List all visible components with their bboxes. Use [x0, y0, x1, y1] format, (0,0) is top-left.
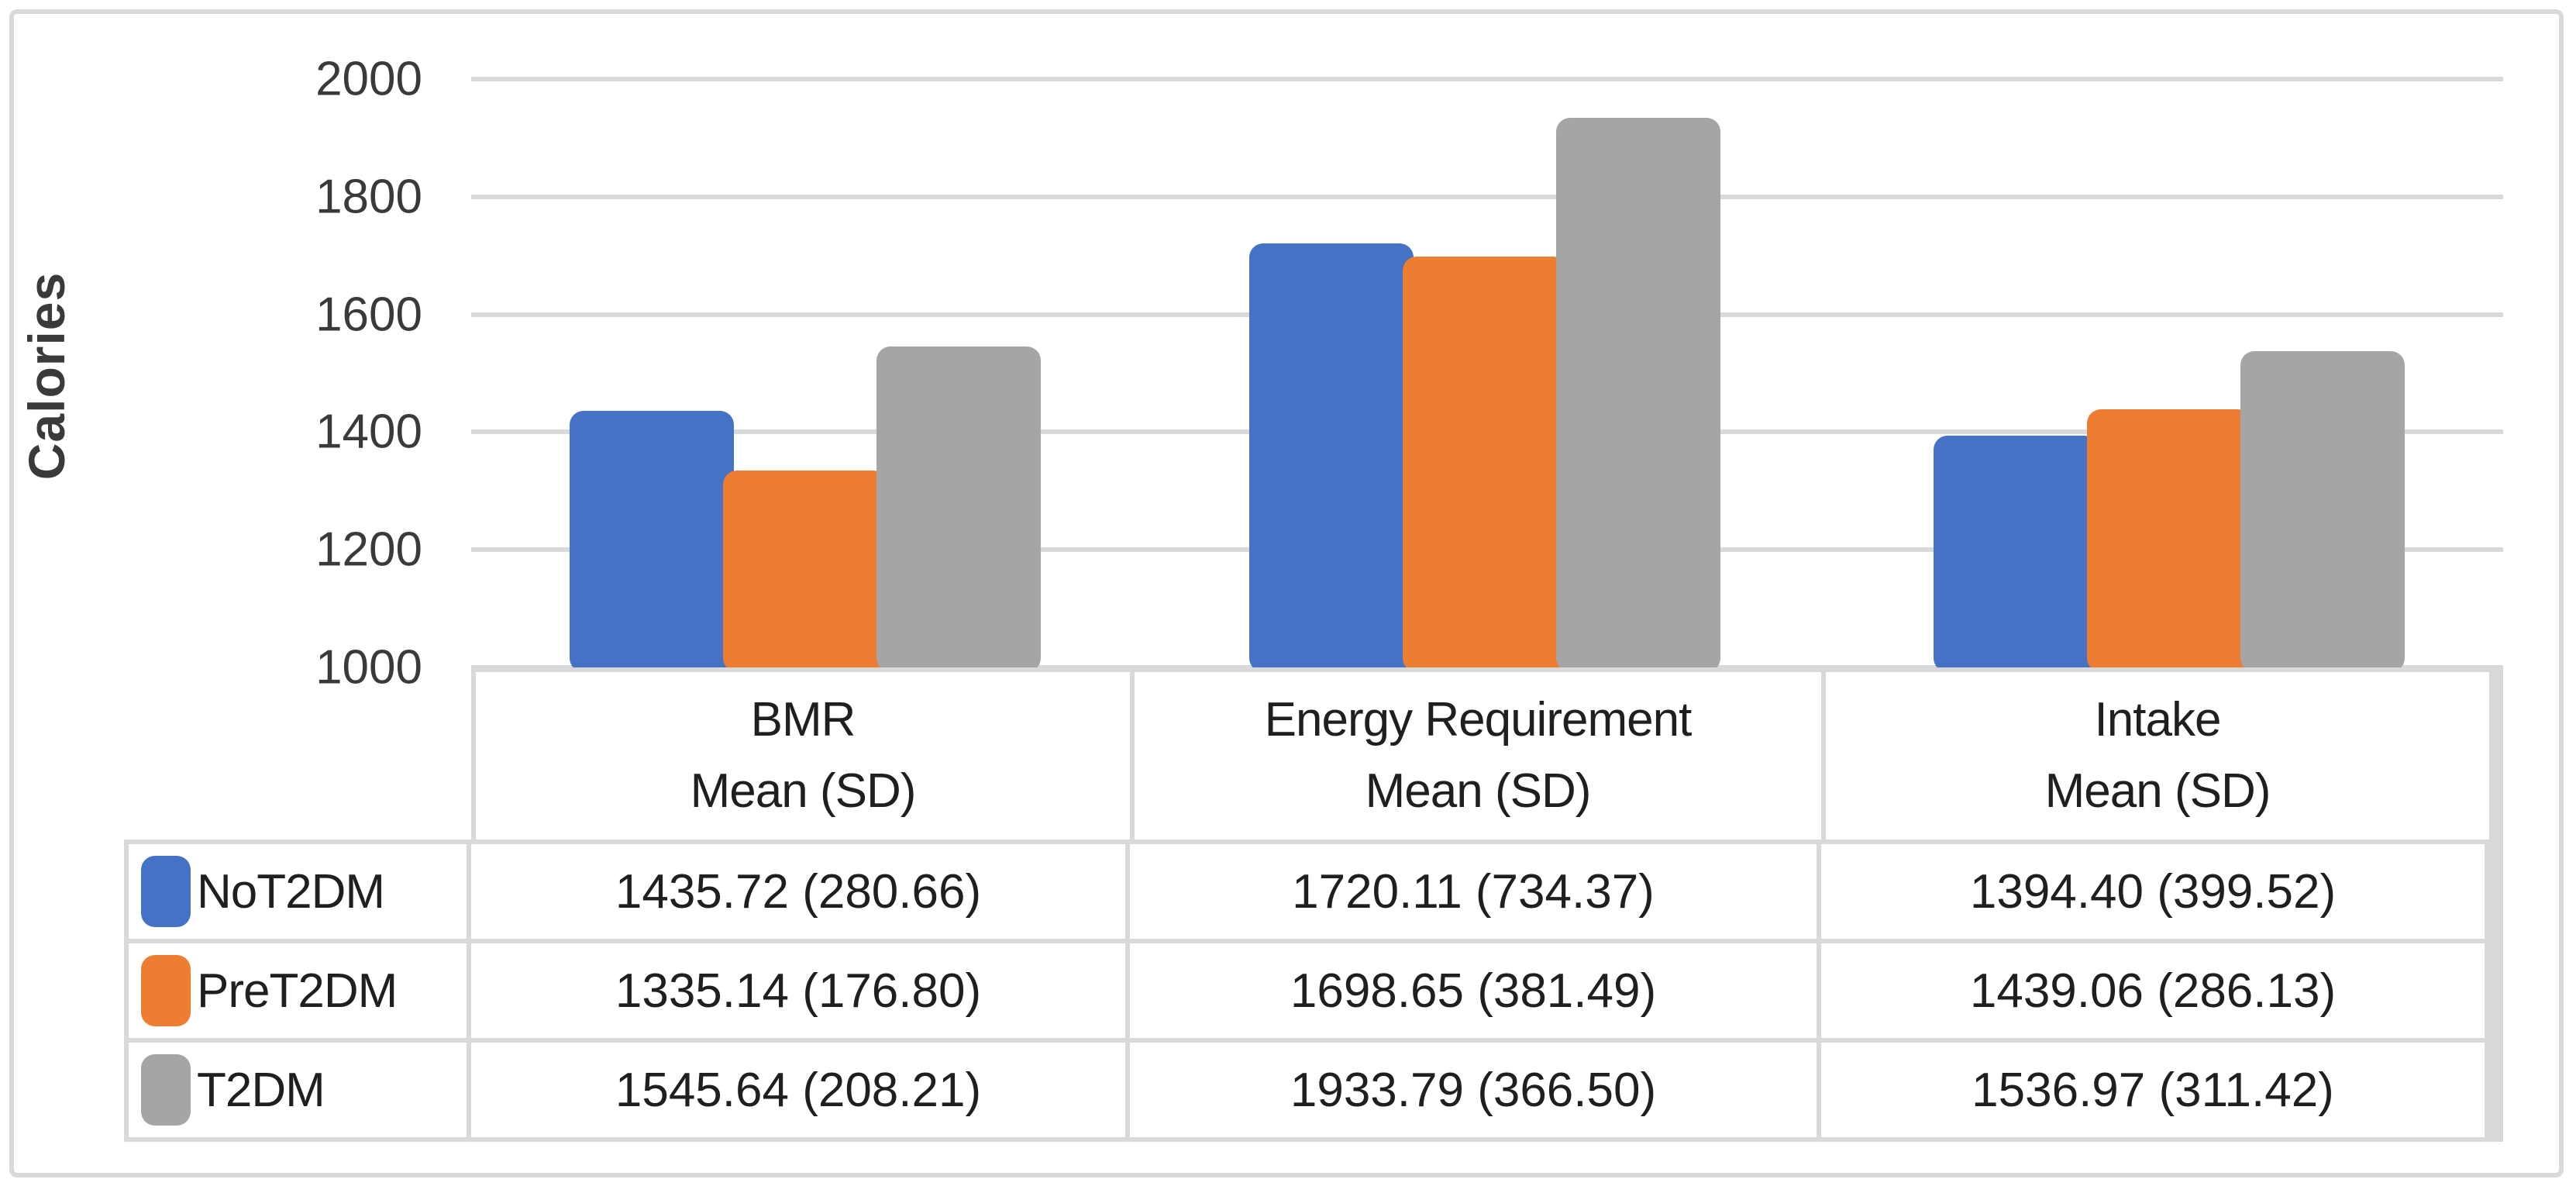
table-value-cell: 1545.64 (208.21) [471, 1043, 1125, 1137]
data-table-body: NoT2DM 1435.72 (280.66) 1720.11 (734.37) 13… [124, 840, 2503, 1142]
table-value-cell: 1933.79 (366.50) [1130, 1043, 1817, 1137]
bar-not2dm-intake [1934, 435, 2098, 672]
y-tick-label: 2000 [315, 52, 422, 106]
y-tick-label: 1200 [315, 522, 422, 577]
y-axis-title-text: Calories [18, 271, 75, 481]
legend-swatch-not2dm [141, 856, 191, 927]
legend-key-cell: T2DM [129, 1043, 467, 1137]
category-label: Energy Requirement [1264, 693, 1693, 746]
bar-t2dm-intake [2240, 351, 2405, 672]
bar-t2dm-energy-requirement [1556, 118, 1720, 672]
legend-key-cell: NoT2DM [129, 844, 467, 939]
category-sublabel: Mean (SD) [690, 764, 917, 818]
gridline [471, 77, 2503, 81]
y-tick-label: 1600 [315, 288, 422, 342]
category-label: Intake [2094, 693, 2222, 746]
y-tick-label: 1400 [315, 405, 422, 459]
bar-not2dm-bmr [570, 411, 734, 672]
y-tick-label: 1000 [315, 640, 422, 695]
legend-series-label: PreT2DM [197, 964, 398, 1018]
legend-series-label: NoT2DM [197, 864, 385, 919]
table-value-cell: 1394.40 (399.52) [1821, 844, 2485, 939]
table-value-cell: 1335.14 (176.80) [471, 943, 1125, 1038]
category-sublabel: Mean (SD) [1365, 764, 1592, 818]
chart-outer-frame [9, 9, 2564, 1177]
bar-pret2dm-bmr [723, 470, 887, 672]
category-label: BMR [750, 693, 856, 746]
table-value-cell: 1698.65 (381.49) [1130, 943, 1817, 1038]
legend-swatch-t2dm [141, 1054, 191, 1126]
table-value-cell: 1439.06 (286.13) [1821, 943, 2485, 1038]
table-value-cell: 1435.72 (280.66) [471, 844, 1125, 939]
category-sublabel: Mean (SD) [2044, 764, 2271, 818]
data-table-header-row: BMR Mean (SD) Energy Requirement Mean (SD) I… [471, 667, 2503, 840]
gridline [471, 194, 2503, 199]
legend-swatch-pret2dm [141, 955, 191, 1026]
legend-key-cell: PreT2DM [129, 943, 467, 1038]
bar-pret2dm-intake [2087, 409, 2251, 672]
y-tick-label: 1800 [315, 170, 422, 224]
table-header-cell: Energy Requirement Mean (SD) [1135, 672, 1821, 840]
bar-t2dm-bmr [876, 346, 1041, 672]
table-value-cell: 1720.11 (734.37) [1130, 844, 1817, 939]
bar-pret2dm-energy-requirement [1403, 256, 1567, 672]
legend-series-label: T2DM [197, 1063, 325, 1117]
bar-not2dm-energy-requirement [1249, 243, 1414, 672]
table-header-cell: BMR Mean (SD) [476, 672, 1130, 840]
table-header-cell: Intake Mean (SD) [1826, 672, 2489, 840]
table-value-cell: 1536.97 (311.42) [1821, 1043, 2485, 1137]
